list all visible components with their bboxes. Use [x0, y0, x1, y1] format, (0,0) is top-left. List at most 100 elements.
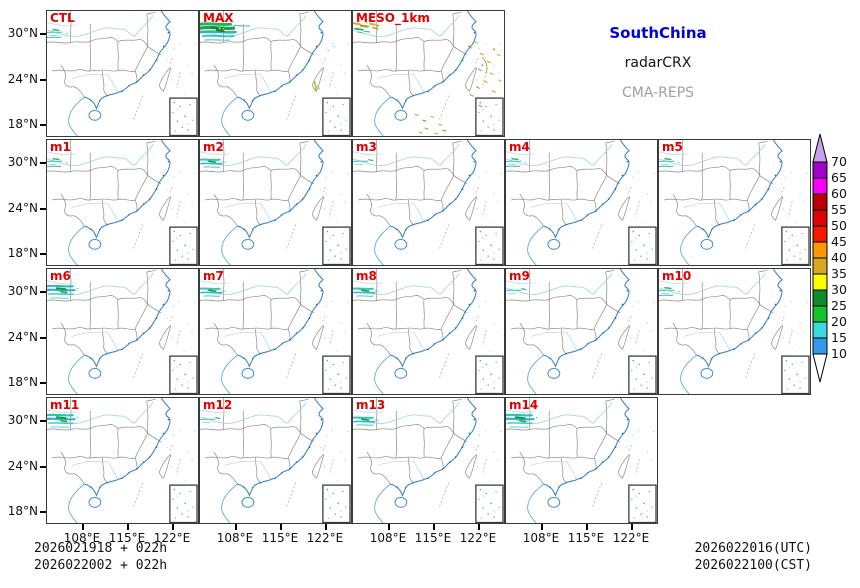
colorbar-tick-label: 45 — [831, 234, 847, 249]
panel-m1: m1 — [46, 139, 199, 266]
panel-map — [353, 398, 504, 523]
colorbar-arrow-bottom — [812, 353, 828, 383]
x-tick — [127, 524, 129, 530]
x-tick — [541, 524, 543, 530]
legend-model-label: CMA-REPS — [621, 85, 695, 101]
panel-MESO_1km: MESO_1km — [352, 10, 505, 137]
x-tick — [172, 524, 174, 530]
panel-label: m14 — [509, 398, 539, 412]
panel-map — [200, 398, 351, 523]
panel-CTL: CTL — [46, 10, 199, 137]
panel-label: m2 — [203, 140, 224, 154]
x-tick-label: 115°E — [261, 531, 299, 545]
panel-map — [47, 11, 198, 136]
colorbar-cell — [812, 225, 828, 243]
panel-label: MAX — [203, 11, 234, 25]
panel-label: m8 — [356, 269, 377, 283]
x-tick — [82, 524, 84, 530]
x-tick — [631, 524, 633, 530]
panel-map — [200, 269, 351, 394]
panel-MAX: MAX — [199, 10, 352, 137]
panel-m5: m5 — [658, 139, 811, 266]
panel-map — [659, 269, 810, 394]
panel-map — [353, 140, 504, 265]
y-tick — [40, 253, 46, 255]
x-tick-label: 115°E — [414, 531, 452, 545]
x-tick — [280, 524, 282, 530]
x-tick-label: 108°E — [63, 531, 101, 545]
x-tick — [388, 524, 390, 530]
panel-label: m11 — [50, 398, 80, 412]
y-tick-label: 18°N — [7, 504, 38, 518]
x-tick — [325, 524, 327, 530]
init-time-line-1: 2026021918 + 022h — [34, 541, 168, 556]
panel-map — [200, 11, 351, 136]
colorbar-cell — [812, 161, 828, 179]
legend-region-label: SouthChina — [609, 24, 707, 42]
panel-label: CTL — [50, 11, 75, 25]
y-tick — [40, 124, 46, 126]
panel-m14: m14 — [505, 397, 658, 524]
colorbar: 70 65 60 55 50 45 40 35 30 25 20 15 10 — [811, 132, 860, 390]
panel-m4: m4 — [505, 139, 658, 266]
colorbar-tick-label: 10 — [831, 346, 847, 361]
panel-map — [659, 140, 810, 265]
y-tick-label: 30°N — [7, 155, 38, 169]
y-tick — [40, 208, 46, 210]
panel-label: m3 — [356, 140, 377, 154]
colorbar-cell — [812, 193, 828, 211]
colorbar-cell — [812, 257, 828, 275]
x-tick-label: 115°E — [108, 531, 146, 545]
x-tick-label: 122°E — [306, 531, 344, 545]
panel-label: MESO_1km — [356, 11, 430, 25]
panel-m9: m9 — [505, 268, 658, 395]
panel-m11: m11 — [46, 397, 199, 524]
x-tick-label: 108°E — [216, 531, 254, 545]
panel-map — [353, 11, 504, 136]
y-tick-label: 24°N — [7, 201, 38, 215]
panel-map — [47, 269, 198, 394]
panel-label: m10 — [662, 269, 692, 283]
panel-label: m1 — [50, 140, 71, 154]
colorbar-tick-label: 50 — [831, 218, 847, 233]
legend-block: SouthChina radarCRX CMA-REPS — [505, 0, 811, 101]
y-tick-label: 18°N — [7, 375, 38, 389]
colorbar-tick-label: 25 — [831, 298, 847, 313]
colorbar-tick-label: 30 — [831, 282, 847, 297]
panel-label: m13 — [356, 398, 386, 412]
panel-map — [506, 398, 657, 523]
panel-m3: m3 — [352, 139, 505, 266]
x-tick-label: 108°E — [522, 531, 560, 545]
panel-m6: m6 — [46, 268, 199, 395]
panel-m7: m7 — [199, 268, 352, 395]
y-tick — [40, 162, 46, 164]
panel-label: m7 — [203, 269, 224, 283]
y-tick — [40, 291, 46, 293]
footer-valid-times: 2026022016(UTC) 2026022100(CST) — [560, 540, 812, 574]
x-tick-label: 122°E — [612, 531, 650, 545]
y-tick-label: 24°N — [7, 459, 38, 473]
y-tick-label: 30°N — [7, 26, 38, 40]
y-tick — [40, 33, 46, 35]
panel-map — [353, 269, 504, 394]
y-tick — [40, 337, 46, 339]
panel-m13: m13 — [352, 397, 505, 524]
colorbar-tick-label: 65 — [831, 170, 847, 185]
x-tick — [433, 524, 435, 530]
x-tick-label: 122°E — [153, 531, 191, 545]
init-time-line-2: 2026022002 + 022h — [34, 558, 168, 573]
colorbar-arrow-top — [812, 133, 828, 163]
colorbar-cell — [812, 289, 828, 307]
colorbar-tick-label: 35 — [831, 266, 847, 281]
panel-label: m12 — [203, 398, 233, 412]
colorbar-tick-label: 20 — [831, 314, 847, 329]
colorbar-cell — [812, 305, 828, 323]
x-tick-label: 115°E — [567, 531, 605, 545]
colorbar-cell — [812, 177, 828, 195]
y-tick-label: 24°N — [7, 72, 38, 86]
y-tick — [40, 420, 46, 422]
panel-map — [506, 140, 657, 265]
colorbar-tick-label: 70 — [831, 154, 847, 169]
panel-m10: m10 — [658, 268, 811, 395]
